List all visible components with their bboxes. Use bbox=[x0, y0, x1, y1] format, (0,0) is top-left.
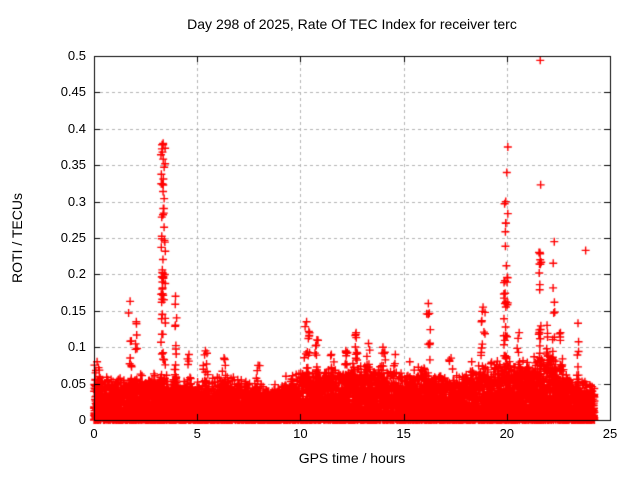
x-tick-label: 20 bbox=[499, 426, 515, 441]
x-tick-label: 0 bbox=[90, 426, 98, 441]
x-tick-label: 5 bbox=[193, 426, 201, 441]
y-tick-label: 0.35 bbox=[60, 157, 86, 173]
y-tick-label: 0.2 bbox=[67, 266, 86, 282]
x-tick-label: 25 bbox=[602, 426, 618, 441]
y-tick-label: 0.25 bbox=[60, 230, 86, 245]
x-tick-label: 15 bbox=[396, 426, 411, 441]
chart-title: Day 298 of 2025, Rate Of TEC Index for r… bbox=[187, 16, 517, 32]
y-tick-label: 0.15 bbox=[60, 302, 86, 318]
y-tick-label: 0.3 bbox=[67, 193, 86, 209]
y-tick-label: 0.45 bbox=[60, 84, 86, 100]
x-axis-label: GPS time / hours bbox=[298, 450, 406, 466]
x-tick-label: 10 bbox=[293, 426, 308, 441]
y-tick-label: 0.05 bbox=[60, 375, 86, 391]
y-tick-label: 0 bbox=[78, 412, 86, 427]
y-tick-label: 0.4 bbox=[67, 120, 86, 136]
y-tick-label: 0.1 bbox=[67, 339, 86, 355]
y-tick-label: 0.5 bbox=[67, 48, 86, 63]
